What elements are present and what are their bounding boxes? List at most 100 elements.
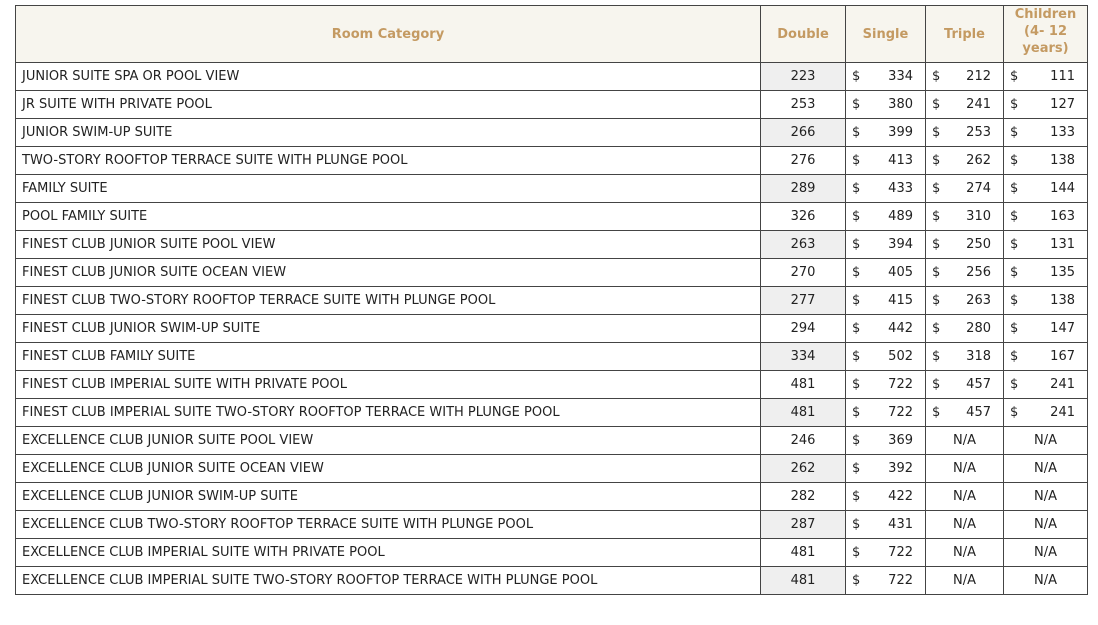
currency: $ [1010, 69, 1019, 84]
amount: 241 [1050, 377, 1075, 392]
double-rate: 481 [760, 370, 846, 399]
currency: $ [932, 405, 941, 420]
currency: $ [852, 405, 861, 420]
currency: $ [852, 377, 861, 392]
currency: $ [852, 321, 861, 336]
double-rate: 287 [760, 510, 846, 539]
double-rate: 263 [760, 230, 846, 259]
double-rate: 266 [760, 118, 846, 147]
amount: 318 [966, 349, 991, 364]
rate-cell: $722 [845, 538, 926, 567]
currency: $ [1010, 405, 1019, 420]
double-rate: 294 [760, 314, 846, 343]
column-header: Children (4- 12 years) [1003, 5, 1088, 63]
amount: 310 [966, 209, 991, 224]
na-cell: N/A [1003, 426, 1088, 455]
table-row: TWO-STORY ROOFTOP TERRACE SUITE WITH PLU… [15, 146, 1088, 175]
na-cell: N/A [925, 510, 1004, 539]
amount: 262 [966, 153, 991, 168]
currency: $ [852, 153, 861, 168]
room-name: JR SUITE WITH PRIVATE POOL [15, 90, 761, 119]
amount: 457 [966, 377, 991, 392]
rate-cell: $489 [845, 202, 926, 231]
amount: 135 [1050, 265, 1075, 280]
currency: $ [1010, 97, 1019, 112]
currency: $ [1010, 153, 1019, 168]
rate-cell: $144 [1003, 174, 1088, 203]
double-rate: 253 [760, 90, 846, 119]
table-row: EXCELLENCE CLUB JUNIOR SUITE OCEAN VIEW 2… [15, 454, 1088, 483]
double-rate: 481 [760, 398, 846, 427]
currency: $ [852, 209, 861, 224]
rate-cell: $334 [845, 62, 926, 91]
amount: 380 [888, 97, 913, 112]
table-row: EXCELLENCE CLUB JUNIOR SUITE POOL VIEW 24… [15, 426, 1088, 455]
room-name: TWO-STORY ROOFTOP TERRACE SUITE WITH PLU… [15, 146, 761, 175]
currency: $ [852, 517, 861, 532]
amount: 133 [1050, 125, 1075, 140]
room-name: EXCELLENCE CLUB JUNIOR SWIM-UP SUITE [15, 482, 761, 511]
rate-cell: $442 [845, 314, 926, 343]
amount: 147 [1050, 321, 1075, 336]
amount: 163 [1050, 209, 1075, 224]
double-rate: 246 [760, 426, 846, 455]
currency: $ [1010, 377, 1019, 392]
header-row: Room Category Double Single Triple Children … [15, 5, 1088, 63]
currency: $ [1010, 181, 1019, 196]
rate-cell: $392 [845, 454, 926, 483]
amount: 256 [966, 265, 991, 280]
double-rate: 326 [760, 202, 846, 231]
amount: 241 [966, 97, 991, 112]
amount: 489 [888, 209, 913, 224]
currency: $ [852, 181, 861, 196]
rate-cell: $241 [1003, 398, 1088, 427]
table-row: FAMILY SUITE 289 $433 $274 $144 [15, 174, 1088, 203]
rate-cell: $133 [1003, 118, 1088, 147]
amount: 433 [888, 181, 913, 196]
rate-cell: $253 [925, 118, 1004, 147]
currency: $ [852, 461, 861, 476]
table-row: EXCELLENCE CLUB TWO-STORY ROOFTOP TERRAC… [15, 510, 1088, 539]
rate-cell: $415 [845, 286, 926, 315]
amount: 263 [966, 293, 991, 308]
rate-cell: $405 [845, 258, 926, 287]
room-name: FINEST CLUB JUNIOR SUITE POOL VIEW [15, 230, 761, 259]
na-cell: N/A [1003, 482, 1088, 511]
rate-cell: $457 [925, 398, 1004, 427]
currency: $ [1010, 293, 1019, 308]
currency: $ [932, 237, 941, 252]
amount: 334 [888, 69, 913, 84]
table-row: FINEST CLUB TWO-STORY ROOFTOP TERRACE SU… [15, 286, 1088, 315]
rate-cell: $318 [925, 342, 1004, 371]
table-body: JUNIOR SUITE SPA OR POOL VIEW 223 $334 $212… [15, 62, 1088, 595]
na-cell: N/A [925, 538, 1004, 567]
amount: 415 [888, 293, 913, 308]
na-cell: N/A [925, 482, 1004, 511]
rate-cell: $413 [845, 146, 926, 175]
table-row: FINEST CLUB JUNIOR SWIM-UP SUITE 294 $442 $… [15, 314, 1088, 343]
table-row: FINEST CLUB IMPERIAL SUITE WITH PRIVATE … [15, 370, 1088, 399]
amount: 212 [966, 69, 991, 84]
amount: 144 [1050, 181, 1075, 196]
rate-cell: $163 [1003, 202, 1088, 231]
amount: 399 [888, 125, 913, 140]
rate-cell: $722 [845, 398, 926, 427]
currency: $ [932, 181, 941, 196]
currency: $ [1010, 237, 1019, 252]
double-rate: 262 [760, 454, 846, 483]
table-row: FINEST CLUB FAMILY SUITE 334 $502 $318 $167 [15, 342, 1088, 371]
amount: 241 [1050, 405, 1075, 420]
currency: $ [1010, 209, 1019, 224]
amount: 250 [966, 237, 991, 252]
currency: $ [932, 377, 941, 392]
double-rate: 223 [760, 62, 846, 91]
room-name: FINEST CLUB JUNIOR SUITE OCEAN VIEW [15, 258, 761, 287]
room-name: FAMILY SUITE [15, 174, 761, 203]
table-row: JUNIOR SUITE SPA OR POOL VIEW 223 $334 $212… [15, 62, 1088, 91]
room-name: JUNIOR SUITE SPA OR POOL VIEW [15, 62, 761, 91]
currency: $ [852, 545, 861, 560]
rate-cell: $422 [845, 482, 926, 511]
amount: 280 [966, 321, 991, 336]
rate-cell: $135 [1003, 258, 1088, 287]
table-row: JR SUITE WITH PRIVATE POOL 253 $380 $241 $12… [15, 90, 1088, 119]
